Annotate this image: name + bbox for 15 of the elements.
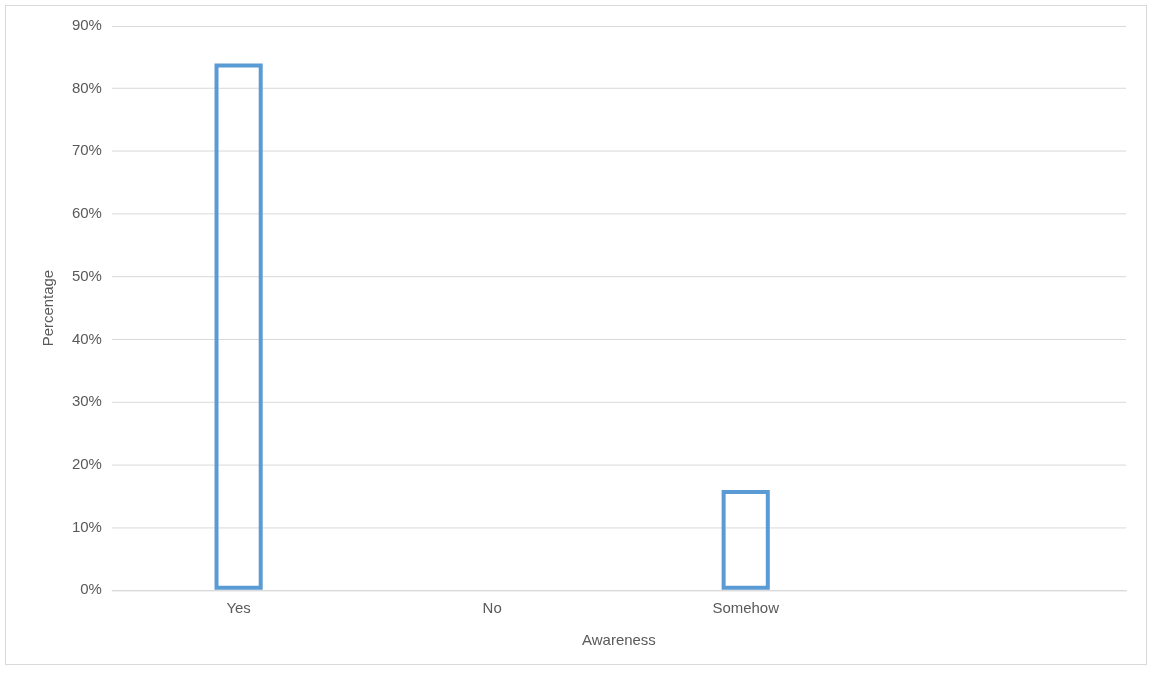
y-tick-label: 70% <box>71 141 102 159</box>
y-tick-label: 20% <box>71 454 102 472</box>
y-tick-label: 40% <box>71 329 102 347</box>
y-axis-title: Percentage <box>39 269 57 347</box>
x-axis-title: Awareness <box>582 631 656 649</box>
y-tick-label: 0% <box>80 580 102 598</box>
y-tick-label: 90% <box>71 16 102 34</box>
y-tick-label: 50% <box>71 266 102 284</box>
y-tick-label: 30% <box>71 392 102 410</box>
x-tick-label: No <box>482 599 502 617</box>
y-tick-label: 80% <box>71 78 102 96</box>
x-tick-label: Yes <box>226 599 251 617</box>
y-tick-label: 60% <box>71 204 102 222</box>
x-tick-label: Somehow <box>712 599 780 617</box>
y-tick-label: 10% <box>71 517 102 535</box>
